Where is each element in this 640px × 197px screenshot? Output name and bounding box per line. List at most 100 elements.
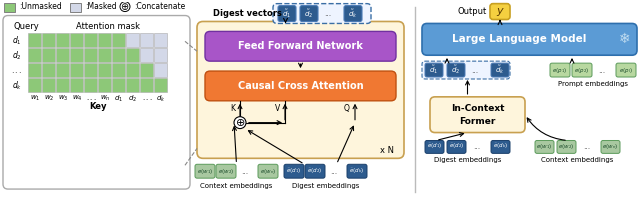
FancyBboxPatch shape	[425, 63, 443, 77]
Bar	[84, 78, 97, 92]
FancyBboxPatch shape	[284, 164, 304, 178]
Text: V: V	[275, 104, 280, 113]
Bar	[56, 48, 69, 62]
Text: $\tilde{e}(d_k)$: $\tilde{e}(d_k)$	[493, 142, 508, 151]
Bar	[28, 48, 41, 62]
FancyBboxPatch shape	[557, 140, 576, 153]
Text: $y$: $y$	[495, 6, 504, 18]
FancyBboxPatch shape	[422, 61, 510, 79]
FancyBboxPatch shape	[3, 16, 190, 189]
Text: ...: ...	[324, 9, 332, 18]
FancyBboxPatch shape	[344, 6, 362, 21]
Text: $\tilde{d}_1$: $\tilde{d}_1$	[282, 7, 292, 20]
Text: ...: ...	[474, 142, 481, 151]
FancyBboxPatch shape	[205, 31, 396, 61]
Text: Query: Query	[14, 22, 40, 31]
Text: $w_2$: $w_2$	[44, 94, 54, 103]
FancyBboxPatch shape	[430, 97, 525, 133]
Text: Q: Q	[344, 104, 350, 113]
FancyBboxPatch shape	[425, 140, 444, 153]
Bar	[126, 78, 139, 92]
Text: $e(w_1)$: $e(w_1)$	[197, 167, 213, 176]
Text: Feed Forward Network: Feed Forward Network	[238, 41, 363, 51]
Text: :Unmasked: :Unmasked	[19, 2, 61, 11]
Text: $\tilde{d}_k$: $\tilde{d}_k$	[495, 64, 505, 76]
Bar	[112, 33, 125, 47]
Bar	[84, 33, 97, 47]
Text: $\tilde{e}(d_2)$: $\tilde{e}(d_2)$	[449, 142, 464, 151]
Bar	[70, 63, 83, 77]
Bar	[28, 63, 41, 77]
FancyBboxPatch shape	[491, 63, 509, 77]
Text: Attention mask: Attention mask	[76, 22, 140, 31]
Bar	[70, 48, 83, 62]
Text: $\tilde{d}_2$: $\tilde{d}_2$	[305, 7, 314, 20]
Text: Context embeddings: Context embeddings	[541, 157, 614, 163]
Bar	[154, 78, 167, 92]
Bar	[56, 63, 69, 77]
FancyBboxPatch shape	[616, 63, 636, 77]
FancyBboxPatch shape	[205, 71, 396, 101]
FancyBboxPatch shape	[490, 4, 510, 20]
Text: $\tilde{e}(d_1)$: $\tilde{e}(d_1)$	[427, 142, 442, 151]
FancyBboxPatch shape	[278, 6, 296, 21]
Text: $\oplus$: $\oplus$	[120, 1, 130, 12]
Text: $...$: $...$	[86, 96, 97, 102]
Bar	[140, 48, 153, 62]
Text: $e(w_2)$: $e(w_2)$	[558, 142, 575, 151]
Bar	[70, 78, 83, 92]
FancyBboxPatch shape	[447, 63, 465, 77]
Text: $w_4$: $w_4$	[72, 94, 83, 103]
FancyBboxPatch shape	[550, 63, 570, 77]
Text: Former: Former	[460, 117, 496, 126]
Bar	[4, 3, 15, 12]
FancyBboxPatch shape	[273, 4, 371, 23]
FancyBboxPatch shape	[305, 164, 325, 178]
Bar	[84, 63, 97, 77]
Bar	[98, 63, 111, 77]
Text: Prompt embeddings: Prompt embeddings	[558, 81, 628, 87]
Text: $e(p_l)$: $e(p_l)$	[619, 66, 633, 75]
Text: $w_n$: $w_n$	[100, 94, 110, 103]
Text: ❄: ❄	[619, 32, 631, 46]
Text: Digest embeddings: Digest embeddings	[292, 183, 359, 189]
Circle shape	[120, 2, 130, 12]
Text: $...$: $...$	[141, 96, 152, 102]
FancyBboxPatch shape	[258, 164, 278, 178]
Bar	[126, 33, 139, 47]
Text: $\tilde{e}(d_2)$: $\tilde{e}(d_2)$	[307, 167, 323, 176]
FancyBboxPatch shape	[216, 164, 236, 178]
Text: $e(p_1)$: $e(p_1)$	[552, 66, 568, 75]
Text: $d_k$: $d_k$	[156, 94, 166, 104]
Bar	[56, 78, 69, 92]
Bar	[98, 48, 111, 62]
Text: $\oplus$: $\oplus$	[235, 117, 245, 128]
FancyBboxPatch shape	[491, 140, 510, 153]
FancyBboxPatch shape	[422, 23, 637, 55]
Bar	[112, 48, 125, 62]
Bar	[70, 33, 83, 47]
Bar	[140, 63, 153, 77]
Bar	[126, 48, 139, 62]
Text: K: K	[230, 104, 235, 113]
Text: $\tilde{d}_k$: $\tilde{d}_k$	[348, 7, 358, 20]
Text: $\tilde{e}(d_1)$: $\tilde{e}(d_1)$	[286, 167, 301, 176]
Text: $e(w_n)$: $e(w_n)$	[602, 142, 619, 151]
Bar	[42, 33, 55, 47]
Bar	[112, 63, 125, 77]
Text: Context embeddings: Context embeddings	[200, 183, 273, 189]
Text: $w_3$: $w_3$	[58, 94, 68, 103]
Bar	[42, 63, 55, 77]
Text: $e(w_1)$: $e(w_1)$	[536, 142, 552, 151]
Text: ...: ...	[598, 66, 605, 75]
FancyBboxPatch shape	[447, 140, 466, 153]
Text: $...$: $...$	[11, 66, 22, 75]
Bar	[98, 78, 111, 92]
FancyBboxPatch shape	[347, 164, 367, 178]
Text: $\tilde{d}_1$: $\tilde{d}_1$	[429, 64, 438, 76]
Bar	[140, 33, 153, 47]
Text: Large Language Model: Large Language Model	[452, 34, 587, 44]
Text: $d_1$: $d_1$	[12, 34, 22, 47]
Text: $\tilde{e}(d_k)$: $\tilde{e}(d_k)$	[349, 167, 365, 176]
Bar	[126, 63, 139, 77]
